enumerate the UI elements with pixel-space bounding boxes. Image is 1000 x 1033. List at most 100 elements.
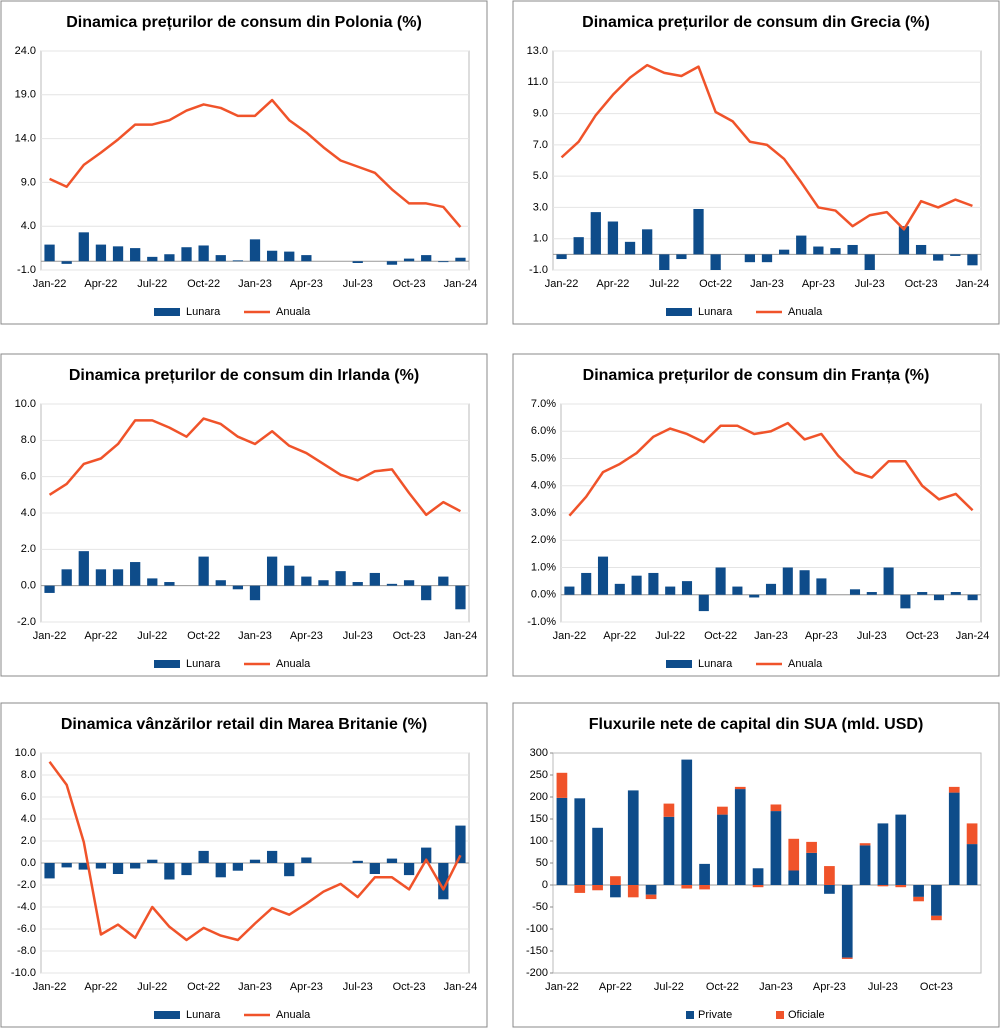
bar	[796, 235, 807, 255]
bar	[564, 586, 575, 595]
bar	[761, 254, 773, 263]
bar	[164, 254, 175, 262]
y-tick-label: 0.0	[21, 580, 36, 592]
bar-segment	[770, 811, 782, 885]
y-tick-label: -150	[526, 945, 548, 957]
bar-segment	[806, 841, 817, 853]
bar	[284, 565, 295, 586]
bar-segment	[931, 915, 942, 921]
x-tick-label: Oct-22	[706, 981, 739, 993]
bar	[710, 254, 721, 270]
legend-swatch	[666, 660, 692, 668]
x-tick-label: Jan-22	[33, 981, 67, 993]
bar	[266, 556, 278, 586]
y-tick-label: 24.0	[15, 45, 36, 57]
y-tick-label: 8.0	[21, 434, 36, 446]
bar	[403, 258, 415, 262]
legend-label: Oficiale	[788, 1009, 825, 1021]
x-tick-label: Apr-23	[290, 981, 323, 993]
y-tick-label: 5.0	[533, 170, 548, 182]
y-tick-label: 9.0	[21, 176, 36, 188]
bar	[950, 254, 961, 256]
y-tick-label: -8.0	[17, 945, 36, 957]
panel-border	[512, 0, 1000, 325]
bar	[866, 592, 877, 595]
bar	[556, 254, 567, 260]
bar	[455, 257, 466, 262]
bar	[95, 569, 107, 586]
bar-segment	[645, 885, 657, 895]
bar	[284, 251, 295, 262]
x-tick-label: Jan-23	[759, 981, 793, 993]
y-tick-label: 0.0%	[531, 589, 556, 601]
bar	[403, 863, 415, 876]
bar	[967, 594, 978, 601]
bar	[698, 594, 709, 612]
y-tick-label: 7.0	[533, 139, 548, 151]
chart-title: Fluxurile nete de capital din SUA (mld. …	[589, 716, 924, 733]
x-tick-label: Apr-22	[596, 278, 629, 290]
bar	[232, 863, 244, 871]
bar	[130, 248, 141, 262]
legend-swatch	[776, 1011, 784, 1019]
bar-segment	[699, 885, 710, 890]
bar	[318, 580, 329, 586]
bar	[665, 586, 676, 595]
bar-segment	[931, 885, 942, 916]
bar	[61, 261, 72, 264]
bar	[386, 261, 398, 265]
x-tick-label: Apr-22	[603, 630, 636, 642]
bar	[581, 572, 592, 595]
bar-segment	[627, 885, 639, 898]
legend-swatch	[686, 1011, 694, 1019]
x-tick-label: Apr-22	[599, 981, 632, 993]
x-tick-label: Apr-23	[802, 278, 835, 290]
bar	[147, 859, 158, 863]
bar	[61, 863, 72, 868]
bar-segment	[788, 870, 800, 885]
plot-area	[40, 50, 470, 271]
bar	[249, 239, 261, 262]
bar	[112, 863, 124, 874]
panel-border	[512, 702, 1000, 1028]
y-tick-label: -50	[532, 901, 548, 913]
bar-segment	[895, 885, 907, 888]
y-tick-label: 4.0%	[531, 480, 556, 492]
y-tick-label: 300	[530, 747, 548, 759]
x-tick-label: Apr-23	[805, 630, 838, 642]
x-tick-label: Apr-22	[84, 278, 117, 290]
bar	[266, 850, 278, 863]
bar-segment	[592, 827, 603, 885]
y-tick-label: 150	[530, 813, 548, 825]
x-tick-label: Jul-22	[655, 630, 685, 642]
bar	[164, 582, 175, 586]
y-tick-label: 8.0	[21, 769, 36, 781]
bar-segment	[663, 803, 675, 817]
bar-segment	[610, 885, 621, 898]
bar	[778, 249, 790, 255]
bar-segment	[877, 823, 889, 885]
x-tick-label: Apr-22	[84, 981, 117, 993]
x-tick-label: Jan-24	[444, 981, 478, 993]
bar	[198, 556, 209, 586]
bar	[614, 583, 625, 595]
x-tick-label: Jan-23	[750, 278, 784, 290]
bar-segment	[966, 844, 978, 885]
y-tick-label: 100	[530, 835, 548, 847]
bar	[438, 261, 449, 263]
x-tick-label: Jul-23	[343, 981, 373, 993]
bar	[403, 580, 415, 586]
panel-border	[512, 353, 1000, 677]
y-tick-label: 13.0	[527, 45, 548, 57]
y-tick-label: 2.0%	[531, 534, 556, 546]
bar	[112, 246, 124, 262]
y-tick-label: -200	[526, 967, 548, 979]
legend-label: Anuala	[276, 1009, 311, 1021]
x-tick-label: Oct-22	[704, 630, 737, 642]
bar	[352, 860, 363, 863]
bar	[386, 858, 398, 863]
bar-segment	[877, 885, 889, 887]
bar	[266, 250, 278, 262]
bar	[813, 246, 824, 255]
bar-segment	[752, 868, 764, 885]
